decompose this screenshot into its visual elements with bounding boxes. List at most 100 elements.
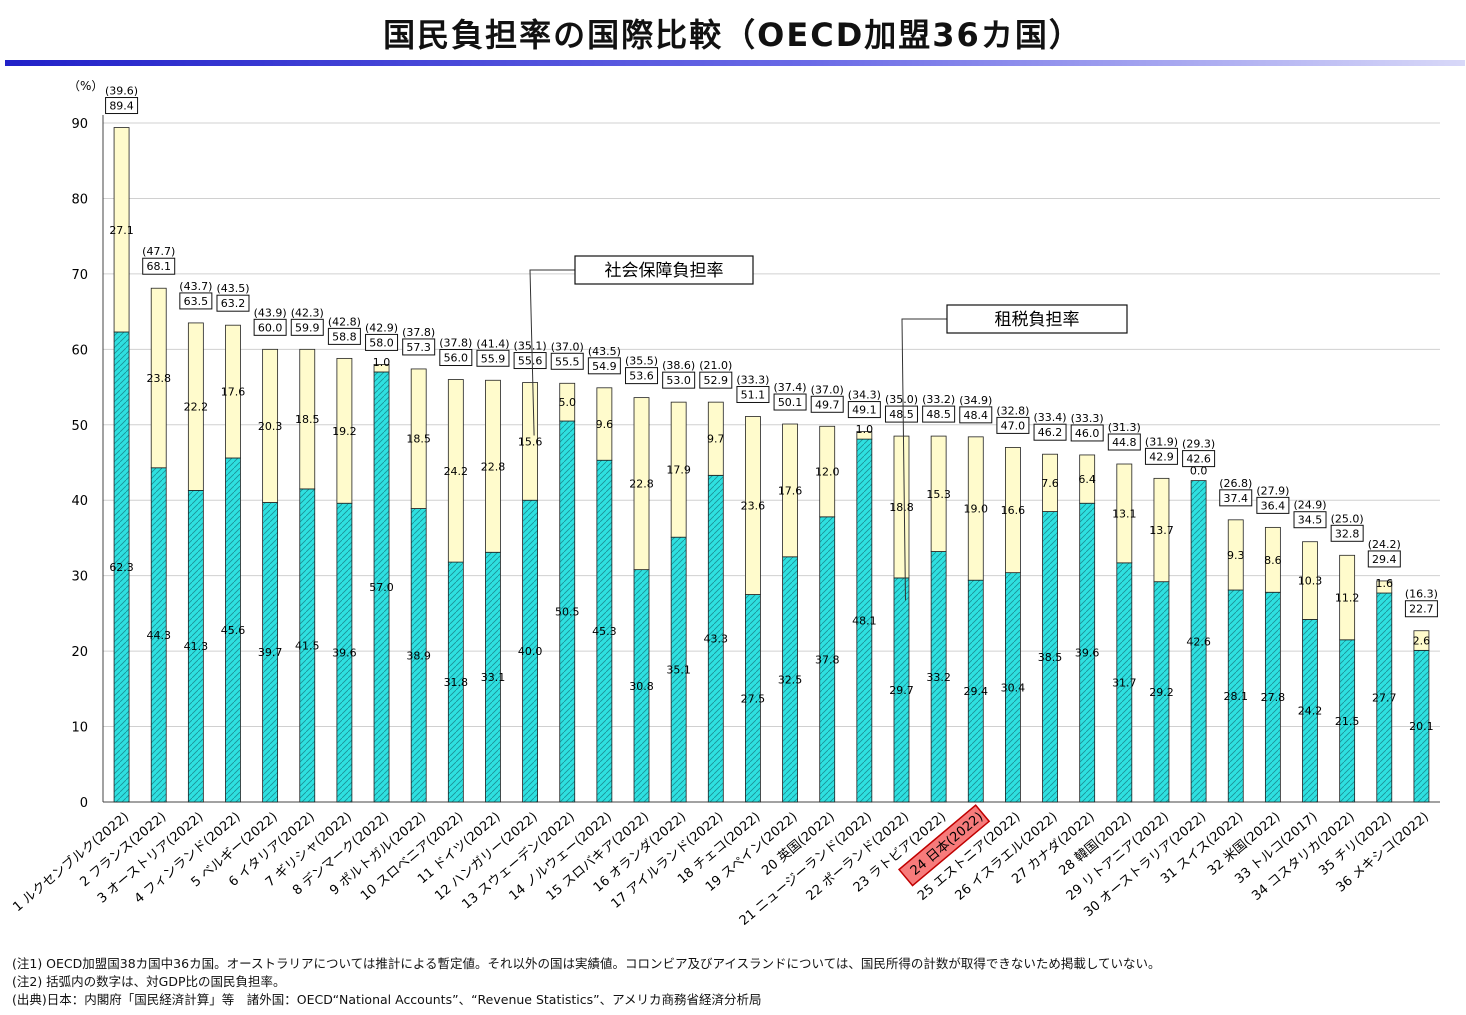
total-value-label: 48.4	[964, 409, 989, 422]
total-value-label: 58.0	[369, 336, 394, 349]
total-box	[179, 292, 213, 310]
total-box	[736, 385, 770, 403]
note-source: (出典)日本：内閣府「国民経済計算」等 諸外国：OECD“National Ac…	[12, 992, 762, 1007]
total-value-label: 42.6	[1186, 453, 1211, 466]
gdp-ratio-label: (38.6)	[662, 359, 695, 372]
y-tick-label: 0	[80, 796, 88, 811]
total-box	[402, 338, 436, 356]
social-value-label: 15.3	[926, 488, 951, 501]
social-value-label: 0.0	[1190, 465, 1208, 478]
total-box	[1070, 424, 1104, 442]
y-tick-label: 60	[71, 343, 88, 358]
tax-value-label: 45.6	[221, 624, 246, 637]
total-box	[959, 406, 993, 424]
total-value-label: 49.1	[852, 404, 877, 417]
gdp-ratio-label: (31.9)	[1145, 435, 1178, 448]
gdp-ratio-label: (37.8)	[439, 337, 472, 350]
tax-value-label: 41.3	[184, 640, 209, 653]
gdp-ratio-label: (33.2)	[922, 393, 955, 406]
total-value-label: 51.1	[741, 388, 766, 401]
total-box	[476, 349, 510, 367]
tax-value-label: 33.1	[481, 671, 506, 684]
total-value-label: 46.0	[1075, 427, 1100, 440]
gdp-ratio-label: (34.9)	[959, 394, 992, 407]
social-value-label: 1.0	[856, 423, 874, 436]
tax-value-label: 62.3	[109, 561, 134, 574]
callout-leader	[901, 318, 947, 601]
bar-social	[485, 379, 501, 553]
callout-box	[574, 255, 754, 285]
bar-social	[1227, 519, 1244, 591]
social-value-label: 23.6	[741, 500, 766, 513]
tax-value-label: 27.5	[741, 692, 766, 705]
bars	[113, 127, 1430, 803]
bar-social	[559, 382, 576, 422]
tax-value-label: 30.4	[1001, 681, 1026, 694]
gdp-ratio-label: (29.3)	[1182, 438, 1215, 451]
social-value-label: 1.0	[373, 356, 391, 369]
total-box	[1219, 489, 1253, 507]
total-value-label: 48.5	[926, 408, 951, 421]
social-value-label: 9.7	[707, 433, 725, 446]
tax-value-label: 38.5	[1038, 651, 1063, 664]
social-value-label: 13.1	[1112, 507, 1137, 520]
social-value-label: 15.6	[518, 435, 543, 448]
tax-value-label: 39.7	[258, 646, 283, 659]
social-value-label: 2.6	[1413, 634, 1431, 647]
social-value-label: 17.6	[778, 484, 803, 497]
bar-social	[225, 324, 241, 459]
total-value-label: 89.4	[109, 100, 134, 113]
gdp-ratio-label: (42.8)	[328, 315, 361, 328]
total-value-label: 63.2	[221, 297, 246, 310]
social-value-label: 9.3	[1227, 549, 1245, 562]
bar-social	[1264, 526, 1281, 593]
total-box	[365, 333, 399, 351]
title-underline	[5, 60, 1465, 66]
tax-value-label: 44.3	[146, 629, 171, 642]
bar-social	[633, 397, 650, 571]
total-value-label: 22.7	[1409, 603, 1434, 616]
gdp-ratio-label: (25.0)	[1331, 512, 1364, 525]
total-box	[625, 367, 659, 385]
gdp-ratio-label: (42.3)	[291, 306, 324, 319]
y-unit-label: （%）	[68, 79, 103, 93]
gdp-ratio-label: (24.2)	[1368, 538, 1401, 551]
y-tick-label: 70	[71, 268, 88, 283]
total-box	[1144, 447, 1178, 465]
gdp-ratio-label: (31.3)	[1108, 421, 1141, 434]
social-value-label: 11.2	[1335, 592, 1360, 605]
total-box	[699, 371, 733, 389]
total-box	[1367, 550, 1401, 568]
tax-value-label: 31.7	[1112, 676, 1137, 689]
total-box	[1107, 433, 1141, 451]
total-box	[1033, 423, 1067, 441]
tax-value-label: 48.1	[852, 615, 877, 628]
total-value-label: 48.5	[889, 408, 914, 421]
bar-social	[596, 387, 613, 461]
social-value-label: 5.0	[558, 396, 576, 409]
total-box	[1330, 524, 1364, 542]
bar-social	[262, 348, 279, 503]
total-box	[1256, 496, 1290, 514]
total-value-label: 37.4	[1223, 492, 1248, 505]
total-value-label: 44.8	[1112, 436, 1137, 449]
total-value-label: 59.9	[295, 321, 320, 334]
total-box	[105, 97, 139, 115]
tax-value-label: 27.8	[1261, 691, 1286, 704]
tax-value-label: 42.6	[1186, 635, 1211, 648]
social-value-label: 1.6	[1376, 577, 1394, 590]
tax-value-label: 39.6	[332, 647, 357, 660]
total-value-label: 68.1	[146, 260, 171, 273]
bar-social	[373, 364, 390, 373]
bar-social	[745, 416, 761, 595]
tax-value-label: 21.5	[1335, 715, 1360, 728]
social-value-label: 18.5	[295, 413, 320, 426]
y-tick-label: 30	[71, 570, 88, 585]
social-value-label: 23.8	[146, 372, 171, 385]
gdp-ratio-label: (33.3)	[736, 373, 769, 386]
total-box	[1182, 450, 1216, 468]
social-value-label: 12.0	[815, 466, 840, 479]
social-value-label: 20.3	[258, 420, 283, 433]
bar-social	[1116, 463, 1133, 564]
bar-social	[113, 127, 130, 333]
